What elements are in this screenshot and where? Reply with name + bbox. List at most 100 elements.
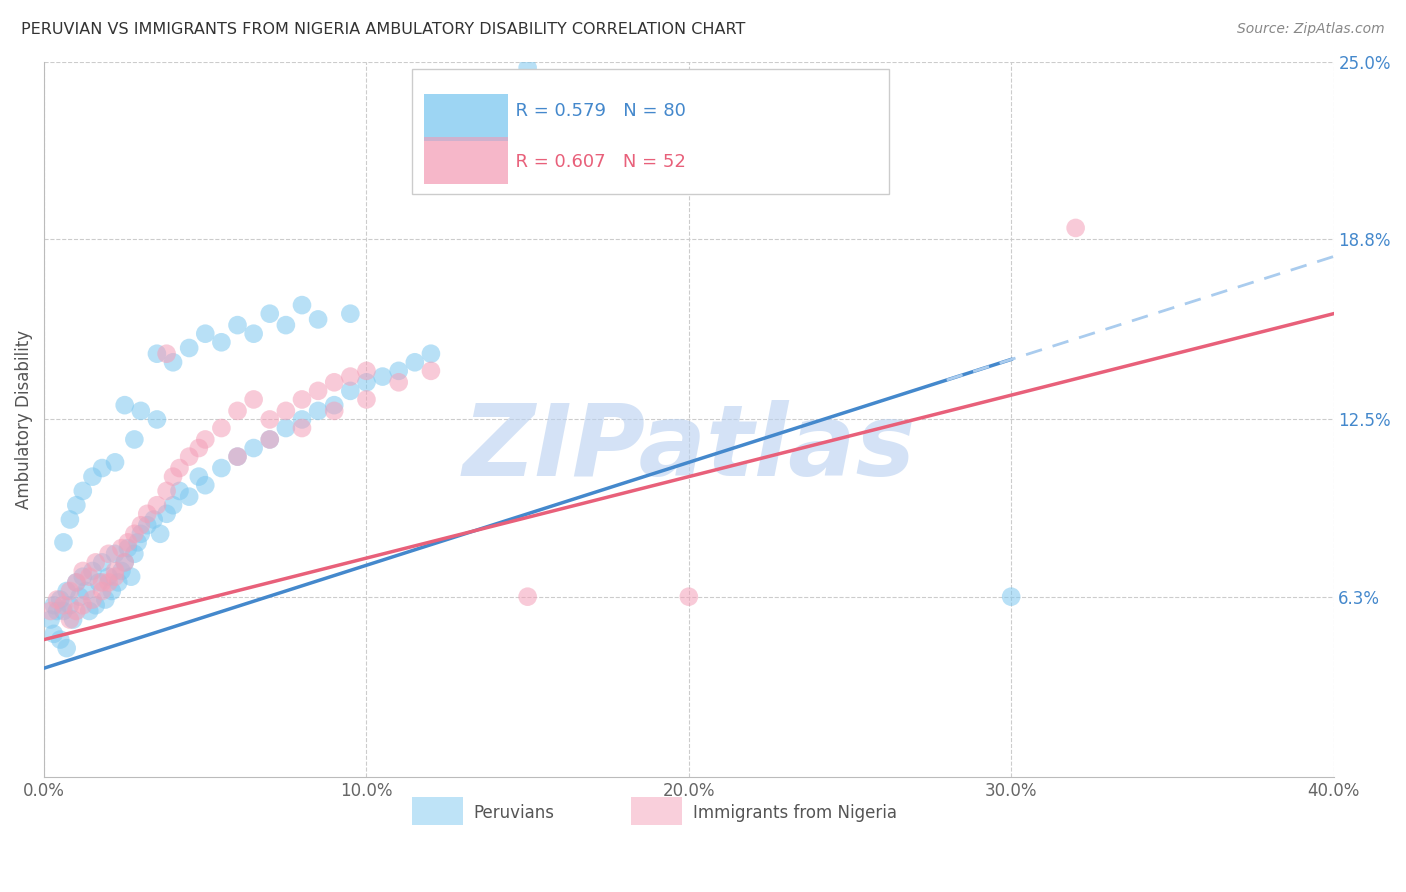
Point: [388, 376, 411, 390]
Point: [146, 412, 169, 426]
Point: [49, 592, 72, 607]
Point: [52, 604, 75, 618]
Point: [356, 376, 378, 390]
Point: [323, 376, 346, 390]
Point: [1064, 221, 1087, 235]
Point: [104, 547, 127, 561]
Point: [94, 592, 117, 607]
Point: [209, 461, 232, 475]
Point: [55, 641, 77, 656]
Point: [124, 433, 146, 447]
Text: Peruvians: Peruvians: [474, 804, 554, 822]
Point: [129, 526, 152, 541]
Text: Immigrants from Nigeria: Immigrants from Nigeria: [693, 804, 897, 822]
Point: [291, 392, 314, 407]
Point: [419, 347, 441, 361]
Point: [59, 613, 82, 627]
Point: [388, 364, 411, 378]
Point: [55, 584, 77, 599]
Point: [187, 469, 209, 483]
Point: [52, 535, 75, 549]
Point: [179, 341, 201, 355]
Point: [209, 335, 232, 350]
Point: [114, 555, 136, 569]
Point: [404, 355, 426, 369]
Point: [59, 512, 82, 526]
Point: [259, 307, 281, 321]
Point: [97, 575, 120, 590]
Point: [209, 421, 232, 435]
Point: [82, 564, 104, 578]
Point: [91, 575, 114, 590]
Point: [114, 555, 136, 569]
Point: [194, 478, 217, 492]
Point: [179, 450, 201, 464]
Point: [169, 483, 191, 498]
Point: [120, 569, 142, 583]
FancyBboxPatch shape: [425, 95, 509, 141]
Text: PERUVIAN VS IMMIGRANTS FROM NIGERIA AMBULATORY DISABILITY CORRELATION CHART: PERUVIAN VS IMMIGRANTS FROM NIGERIA AMBU…: [21, 22, 745, 37]
Point: [110, 564, 132, 578]
Point: [46, 592, 69, 607]
Text: R = 0.579   N = 80: R = 0.579 N = 80: [505, 102, 686, 120]
Text: R = 0.607   N = 52: R = 0.607 N = 52: [505, 153, 686, 171]
Point: [226, 450, 249, 464]
Point: [339, 384, 361, 398]
Point: [110, 541, 132, 555]
Point: [124, 526, 146, 541]
Point: [516, 590, 538, 604]
Point: [226, 404, 249, 418]
Point: [104, 564, 127, 578]
Point: [339, 369, 361, 384]
Point: [59, 584, 82, 599]
Point: [59, 599, 82, 613]
Point: [162, 469, 184, 483]
Point: [65, 575, 87, 590]
Point: [307, 312, 329, 326]
Point: [97, 569, 120, 583]
Point: [39, 613, 62, 627]
Point: [72, 569, 94, 583]
Point: [107, 575, 129, 590]
Text: ZIPatlas: ZIPatlas: [463, 400, 915, 497]
Point: [194, 433, 217, 447]
Point: [114, 398, 136, 412]
Point: [84, 599, 107, 613]
Point: [339, 307, 361, 321]
Point: [259, 433, 281, 447]
Point: [72, 483, 94, 498]
Point: [146, 347, 169, 361]
FancyBboxPatch shape: [412, 797, 463, 825]
Point: [259, 433, 281, 447]
Point: [46, 604, 69, 618]
Point: [65, 604, 87, 618]
Point: [678, 590, 700, 604]
Point: [104, 569, 127, 583]
Point: [155, 483, 177, 498]
Point: [129, 518, 152, 533]
Point: [72, 599, 94, 613]
Point: [516, 61, 538, 75]
Point: [274, 421, 297, 435]
Point: [291, 298, 314, 312]
Point: [187, 441, 209, 455]
Point: [129, 404, 152, 418]
Point: [87, 575, 110, 590]
Point: [323, 404, 346, 418]
Point: [146, 498, 169, 512]
Point: [104, 455, 127, 469]
Point: [162, 498, 184, 512]
Point: [65, 498, 87, 512]
Point: [179, 490, 201, 504]
Point: [242, 441, 264, 455]
Point: [101, 584, 124, 599]
Point: [142, 512, 165, 526]
Point: [291, 421, 314, 435]
Point: [82, 592, 104, 607]
Point: [62, 613, 84, 627]
Point: [242, 392, 264, 407]
Point: [356, 392, 378, 407]
Point: [77, 604, 100, 618]
Point: [49, 632, 72, 647]
Point: [274, 404, 297, 418]
